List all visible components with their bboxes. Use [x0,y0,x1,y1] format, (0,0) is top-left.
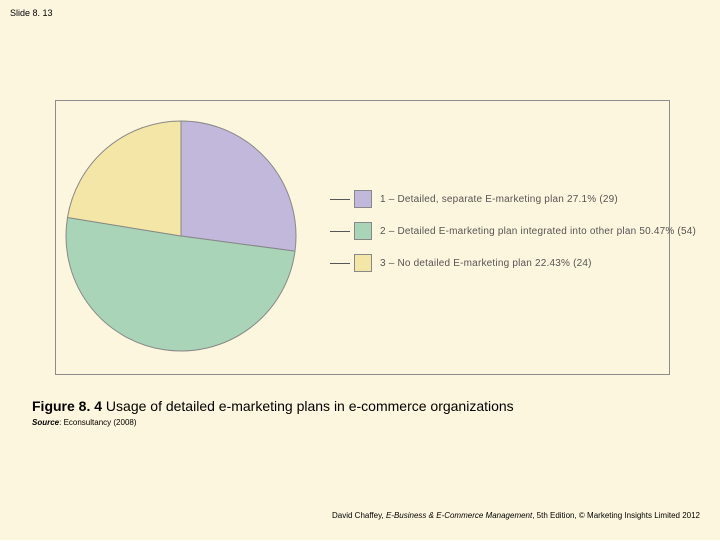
slide-number: Slide 8. 13 [10,8,53,18]
figure-label: Figure 8. 4 [32,398,102,414]
legend: 1 – Detailed, separate E-marketing plan … [330,190,696,286]
figure-source: Source: Econsultancy (2008) [32,418,137,427]
pie-slice [181,121,296,251]
legend-connector [330,263,350,264]
legend-swatch [354,222,372,240]
legend-connector [330,231,350,232]
legend-connector [330,199,350,200]
footer: David Chaffey, E-Business & E-Commerce M… [332,511,700,520]
slide: Slide 8. 13 1 – Detailed, separate E-mar… [0,0,720,540]
legend-swatch [354,254,372,272]
footer-book: E-Business & E-Commerce Management [386,511,532,520]
legend-row: 3 – No detailed E-marketing plan 22.43% … [330,254,696,272]
footer-rest: , 5th Edition, © Marketing Insights Limi… [532,511,700,520]
legend-text: 1 – Detailed, separate E-marketing plan … [380,194,618,205]
source-text: : Econsultancy (2008) [59,418,136,427]
source-label: Source [32,418,59,427]
figure-caption: Figure 8. 4 Usage of detailed e-marketin… [32,398,514,414]
legend-row: 1 – Detailed, separate E-marketing plan … [330,190,696,208]
legend-text: 2 – Detailed E-marketing plan integrated… [380,226,696,237]
pie-slice [67,121,181,236]
footer-author: David Chaffey, [332,511,386,520]
figure-title-text: Usage of detailed e-marketing plans in e… [106,398,514,414]
legend-text: 3 – No detailed E-marketing plan 22.43% … [380,258,592,269]
legend-row: 2 – Detailed E-marketing plan integrated… [330,222,696,240]
legend-swatch [354,190,372,208]
pie-slice [66,218,295,351]
